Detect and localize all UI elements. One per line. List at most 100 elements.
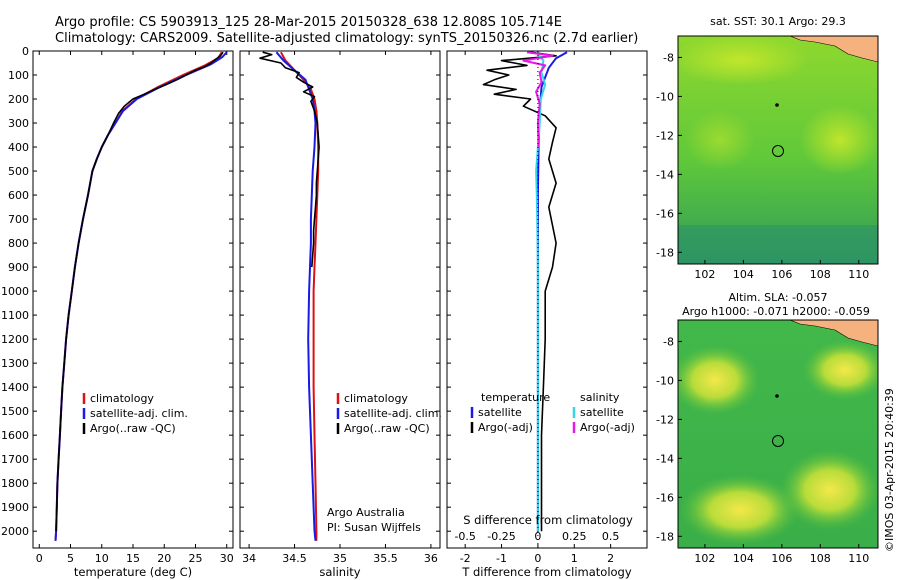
imos-timestamp-label: ©IMOS 03-Apr-2015 20:40:39 xyxy=(883,388,896,552)
s-difference-tick-label: 0.25 xyxy=(562,530,587,543)
sla-high-patch xyxy=(680,475,800,545)
map-x-tick-label: 104 xyxy=(733,268,754,281)
y-tick-label: 1200 xyxy=(1,333,29,346)
sla-map-ticks: 102 104 106 108 110 -8 -10 -12 -14 -16 -18 xyxy=(656,335,869,565)
x-tick-label: 35.5 xyxy=(373,552,398,565)
sla-map-subtitle: Argo h1000: -0.071 h2000: -0.059 xyxy=(682,305,870,318)
salinity-legend-item-label: climatology xyxy=(344,392,408,405)
plot-frame xyxy=(32,50,234,549)
temperature-diff-legend-item-label: Argo(-adj) xyxy=(478,421,533,434)
sla-high-patch xyxy=(678,345,760,415)
y-tick-label: 800 xyxy=(8,237,29,250)
climatology-line xyxy=(54,51,223,541)
temperature-legend-item-label: climatology xyxy=(90,392,154,405)
sla-map-title: Altim. SLA: -0.057 xyxy=(728,291,827,304)
map-y-tick-label: -18 xyxy=(656,530,674,543)
salinity-argo-adj-line xyxy=(522,51,554,148)
float-owner-annotation: PI: Susan Wijffels xyxy=(327,521,421,534)
salinity-legend-item-label: Argo(..raw -QC) xyxy=(344,422,430,435)
map-y-tick-label: -16 xyxy=(656,207,674,220)
salinity-legend-title: salinity xyxy=(580,391,620,404)
sst-map-frame xyxy=(677,35,879,265)
x-tick-label: 15 xyxy=(126,552,140,565)
x-tick-label: 25 xyxy=(189,552,203,565)
x-tick-label: 34 xyxy=(242,552,256,565)
s-difference-tick-label: -0.5 xyxy=(454,530,475,543)
s-difference-tick-label: 0 xyxy=(534,530,541,543)
temperature-diff-legend-item-label: satellite xyxy=(478,406,522,419)
y-tick-label: 1000 xyxy=(1,285,29,298)
salinity-panel: 34 34.5 35 35.5 36 salinity climatology satelli… xyxy=(239,50,442,579)
map-y-tick-label: -10 xyxy=(656,374,674,387)
y-tick-label: 1800 xyxy=(1,477,29,490)
temperature-panel: 0 5 10 15 20 25 30 temperature (deg C) 0 100 200 30… xyxy=(1,45,234,579)
float-position-marker xyxy=(772,435,784,447)
y-tick-label: 1300 xyxy=(1,357,29,370)
land-area xyxy=(789,320,878,347)
x-tick-label: 30 xyxy=(220,552,234,565)
sla-high-patch xyxy=(780,450,878,530)
x-axis-label: salinity xyxy=(319,565,360,579)
satellite-adj-clim-line xyxy=(54,51,228,541)
salinity-diff-legend-item-label: Argo(-adj) xyxy=(580,421,635,434)
figure-title-line1: Argo profile: CS 5903913_125 28-Mar-2015… xyxy=(55,15,562,30)
sst-warm-patch xyxy=(800,105,878,175)
s-difference-tick-label: -0.25 xyxy=(487,530,515,543)
x-tick-label: 5 xyxy=(67,552,74,565)
sst-map: sat. SST: 30.1 Argo: 29.3 102 104 106 108 11… xyxy=(656,15,879,281)
x-tick-label: 2 xyxy=(607,552,614,565)
x-tick-label: 0 xyxy=(36,552,43,565)
x-tick-label: -1 xyxy=(496,552,507,565)
x-tick-label: 35 xyxy=(333,552,347,565)
map-y-tick-label: -8 xyxy=(663,51,674,64)
sst-cool-band xyxy=(678,225,878,264)
y-tick-label: 1900 xyxy=(1,501,29,514)
previous-float-marker xyxy=(775,103,779,107)
y-tick-label: 2000 xyxy=(1,525,29,538)
map-x-tick-label: 106 xyxy=(771,552,792,565)
sla-map: Altim. SLA: -0.057 Argo h1000: -0.071 h2… xyxy=(656,291,879,565)
land-area xyxy=(789,36,878,63)
y-tick-label: 200 xyxy=(8,93,29,106)
previous-float-marker xyxy=(775,394,779,398)
map-y-tick-label: -10 xyxy=(656,90,674,103)
y-tick-label: 1600 xyxy=(1,429,29,442)
x-tick-label: 34.5 xyxy=(282,552,307,565)
map-y-tick-label: -8 xyxy=(663,335,674,348)
y-tick-label: 1400 xyxy=(1,381,29,394)
sla-map-frame xyxy=(677,319,879,549)
map-x-tick-label: 102 xyxy=(694,268,715,281)
sst-warm-patch xyxy=(685,110,755,170)
y-tick-label: 900 xyxy=(8,261,29,274)
map-x-tick-label: 104 xyxy=(733,552,754,565)
x-axis-label: temperature (deg C) xyxy=(74,565,192,579)
x-axis-label: T difference from climatology xyxy=(461,565,632,579)
argo-raw-qc-line xyxy=(55,51,224,532)
x-tick-label: 1 xyxy=(571,552,578,565)
map-y-tick-label: -18 xyxy=(656,246,674,259)
sst-warm-patch xyxy=(678,36,810,85)
satellite-adj-clim-line xyxy=(275,51,317,541)
salinity-diff-legend-item-label: satellite xyxy=(580,406,624,419)
sst-map-title: sat. SST: 30.1 Argo: 29.3 xyxy=(710,15,846,28)
x-tick-label: 10 xyxy=(95,552,109,565)
y-tick-label: 1500 xyxy=(1,405,29,418)
temperature-legend-title: temperature xyxy=(481,391,550,404)
y-tick-label: 300 xyxy=(8,117,29,130)
y-tick-label: 400 xyxy=(8,141,29,154)
x-tick-label: -2 xyxy=(460,552,471,565)
map-y-tick-label: -14 xyxy=(656,452,674,465)
salinity-legend-item-label: satellite-adj. clim. xyxy=(344,407,442,420)
map-x-tick-label: 108 xyxy=(810,268,831,281)
plot-frame xyxy=(239,50,441,549)
y-tick-label: 1100 xyxy=(1,309,29,322)
x-tick-label: 36 xyxy=(424,552,438,565)
x-tick-label: 20 xyxy=(157,552,171,565)
y-tick-label: 500 xyxy=(8,165,29,178)
map-x-tick-label: 108 xyxy=(810,552,831,565)
difference-panel: -2 -1 0 1 2T difference from climatology S di… xyxy=(446,50,648,579)
float-position-marker xyxy=(772,145,784,157)
argo-raw-qc-line xyxy=(259,51,320,268)
temperature-legend-item-label: satellite-adj. clim. xyxy=(90,407,188,420)
